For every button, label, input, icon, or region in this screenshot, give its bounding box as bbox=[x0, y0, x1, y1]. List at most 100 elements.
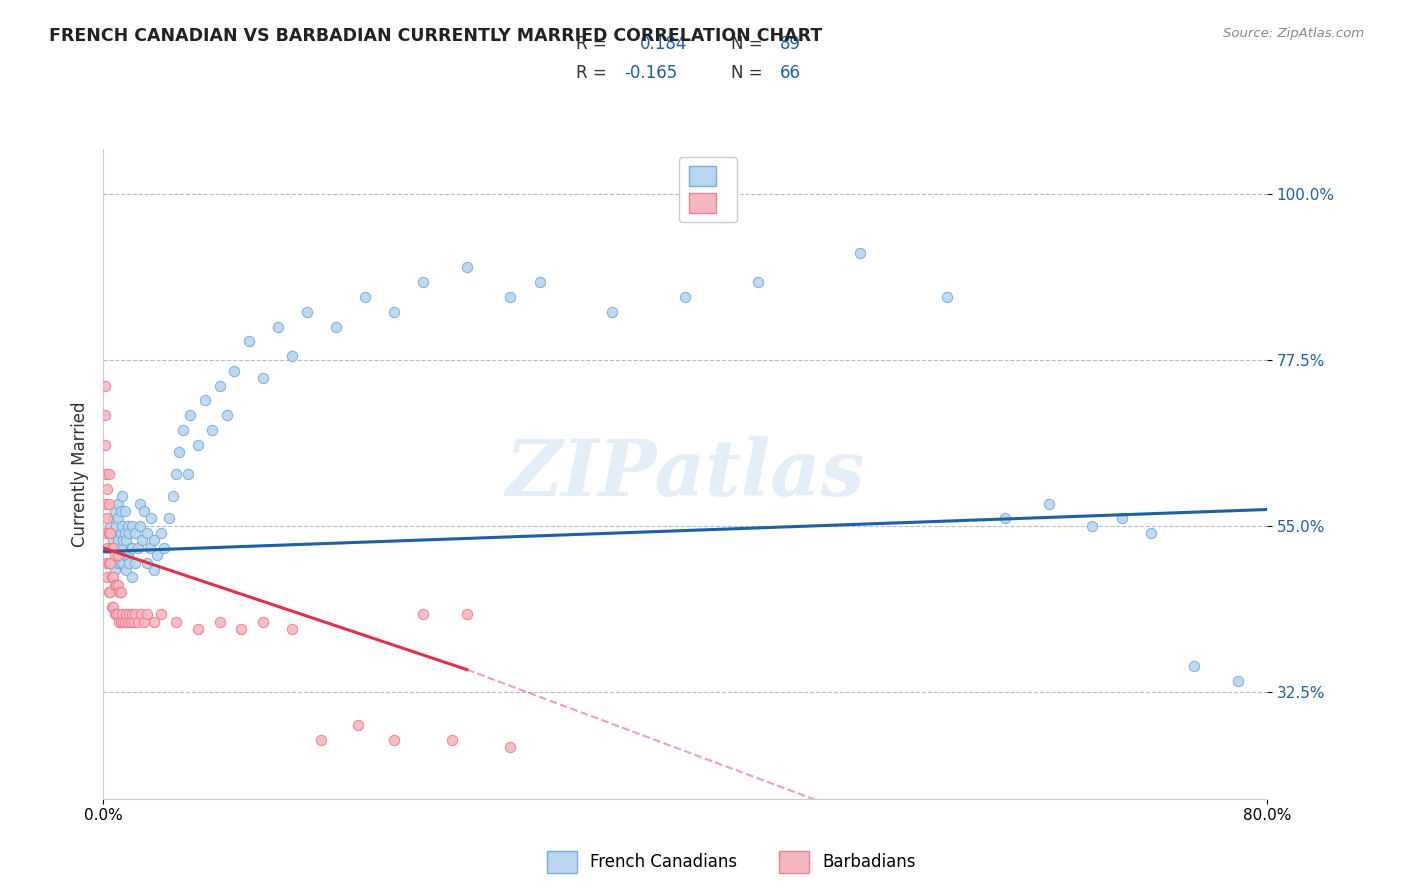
Point bbox=[1081, 518, 1104, 533]
Point bbox=[103, 556, 125, 570]
Legend: French Canadians, Barbadians: French Canadians, Barbadians bbox=[540, 845, 922, 880]
Point bbox=[129, 607, 152, 622]
Point bbox=[100, 541, 122, 555]
Point bbox=[215, 408, 238, 422]
Point bbox=[499, 290, 522, 304]
Point bbox=[1111, 511, 1133, 525]
Point bbox=[107, 548, 129, 562]
Point bbox=[143, 615, 166, 629]
Point bbox=[97, 526, 120, 541]
Point bbox=[412, 607, 434, 622]
Point bbox=[100, 556, 122, 570]
Point bbox=[135, 526, 157, 541]
Point bbox=[222, 364, 245, 378]
Point bbox=[157, 511, 180, 525]
Point bbox=[848, 245, 870, 260]
Point bbox=[441, 732, 464, 747]
Point bbox=[104, 607, 127, 622]
Point bbox=[94, 467, 117, 481]
Point bbox=[121, 518, 143, 533]
Point bbox=[120, 615, 142, 629]
Text: N =: N = bbox=[731, 64, 768, 82]
Point bbox=[100, 526, 122, 541]
Point bbox=[101, 541, 124, 555]
Point bbox=[115, 533, 138, 548]
Point bbox=[117, 548, 139, 562]
Text: -0.165: -0.165 bbox=[624, 64, 678, 82]
Point bbox=[114, 526, 136, 541]
Point bbox=[747, 275, 769, 289]
Point bbox=[124, 556, 146, 570]
Point bbox=[110, 526, 132, 541]
Point bbox=[101, 599, 124, 614]
Point bbox=[295, 305, 318, 319]
Point bbox=[128, 518, 150, 533]
Point bbox=[93, 408, 115, 422]
Point bbox=[187, 437, 209, 451]
Point bbox=[311, 732, 333, 747]
Point bbox=[135, 556, 157, 570]
Point bbox=[122, 615, 145, 629]
Point bbox=[194, 393, 217, 408]
Point bbox=[1139, 526, 1161, 541]
Text: FRENCH CANADIAN VS BARBADIAN CURRENTLY MARRIED CORRELATION CHART: FRENCH CANADIAN VS BARBADIAN CURRENTLY M… bbox=[49, 27, 823, 45]
Point bbox=[176, 467, 198, 481]
Point bbox=[97, 467, 120, 481]
Point bbox=[117, 615, 139, 629]
Point bbox=[1038, 497, 1060, 511]
Point bbox=[124, 607, 146, 622]
Point bbox=[118, 526, 141, 541]
Point bbox=[281, 622, 304, 636]
Point bbox=[936, 290, 959, 304]
Point bbox=[112, 615, 135, 629]
Point bbox=[120, 541, 142, 555]
Point bbox=[346, 718, 368, 732]
Point bbox=[103, 541, 125, 555]
Point bbox=[103, 533, 125, 548]
Point bbox=[104, 504, 127, 518]
Point bbox=[231, 622, 253, 636]
Point bbox=[499, 740, 522, 755]
Legend: , : , bbox=[679, 157, 737, 222]
Point bbox=[114, 504, 136, 518]
Point bbox=[97, 497, 120, 511]
Point bbox=[153, 541, 176, 555]
Point bbox=[172, 423, 194, 437]
Point bbox=[208, 615, 231, 629]
Point bbox=[382, 305, 405, 319]
Point bbox=[132, 615, 155, 629]
Point bbox=[117, 518, 139, 533]
Point bbox=[238, 334, 260, 349]
Point bbox=[167, 445, 190, 459]
Point bbox=[93, 437, 115, 451]
Point bbox=[994, 511, 1017, 525]
Point bbox=[121, 541, 143, 555]
Point bbox=[112, 533, 135, 548]
Point bbox=[105, 607, 128, 622]
Point bbox=[115, 607, 138, 622]
Point bbox=[110, 504, 132, 518]
Point bbox=[96, 511, 118, 525]
Point bbox=[165, 615, 187, 629]
Point bbox=[127, 615, 149, 629]
Point bbox=[114, 615, 136, 629]
Point bbox=[107, 556, 129, 570]
Point bbox=[121, 570, 143, 584]
Point bbox=[104, 526, 127, 541]
Point bbox=[107, 607, 129, 622]
Point bbox=[101, 570, 124, 584]
Point bbox=[150, 526, 173, 541]
Point bbox=[135, 607, 157, 622]
Point bbox=[103, 570, 125, 584]
Point bbox=[108, 585, 131, 599]
Point bbox=[124, 526, 146, 541]
Text: Source: ZipAtlas.com: Source: ZipAtlas.com bbox=[1223, 27, 1364, 40]
Point bbox=[252, 371, 274, 385]
Point bbox=[103, 599, 125, 614]
Point bbox=[96, 570, 118, 584]
Point bbox=[143, 563, 166, 577]
Point bbox=[252, 615, 274, 629]
Point bbox=[382, 732, 405, 747]
Point bbox=[325, 319, 347, 334]
Point bbox=[602, 305, 624, 319]
